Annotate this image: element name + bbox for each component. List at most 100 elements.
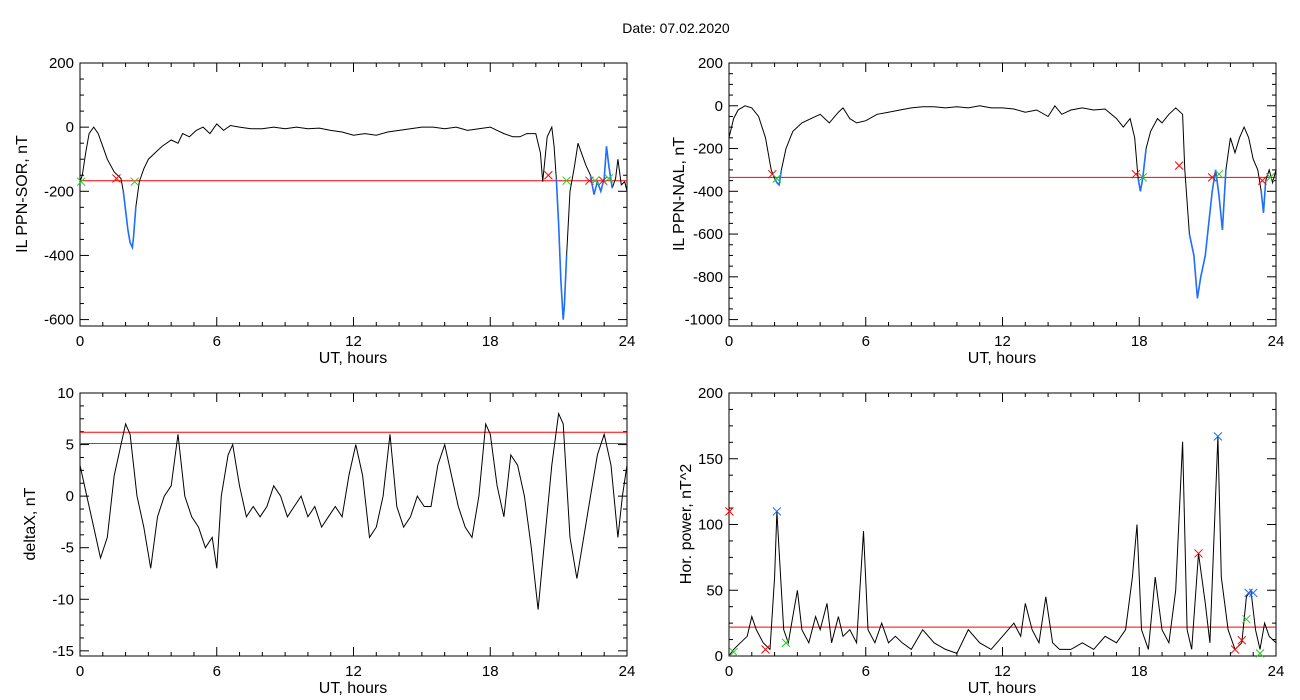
x-tick-label: 24 [619,333,636,350]
event-marker [1213,432,1223,441]
y-tick-label: 0 [66,119,74,136]
event-marker [772,506,782,516]
y-tick-label: 100 [698,517,723,534]
x-axis-label: UT, hours [968,680,1036,697]
highlight-segment [555,178,568,320]
event-marker [1138,173,1148,182]
marker-stroke [1255,649,1265,658]
axis-ticks: 0 6 12 18 24 0 50 100 150 200 [698,385,1284,680]
y-tick-label: 5 [66,437,74,454]
marker-stroke [562,176,571,186]
series-line [728,436,1277,657]
x-tick-label: 0 [725,333,733,350]
x-tick-label: 0 [76,333,84,350]
marker-stroke [1131,169,1141,179]
marker-layer [767,161,1275,185]
x-axis-label: UT, hours [319,350,387,367]
y-tick-label: 200 [49,55,74,72]
event-marker [725,506,734,516]
y-tick-label: -400 [44,247,74,264]
marker-layer [725,432,1265,658]
y-tick-label: 10 [57,385,74,402]
y-tick-label: -200 [44,183,74,200]
y-tick-label: 150 [698,451,723,468]
x-tick-label: 6 [213,663,221,680]
x-tick-label: 0 [76,663,84,680]
event-marker [544,170,553,180]
curve-layer [79,411,628,610]
marker-stroke [1194,549,1203,558]
marker-stroke [781,638,791,648]
marker-stroke [1237,635,1247,645]
marker-stroke [1174,161,1184,170]
y-axis-label: IL PPN-NAL, nT [671,137,688,251]
y-tick-label: -400 [693,183,723,200]
x-tick-label: 24 [1268,663,1285,680]
x-tick-label: 0 [725,663,733,680]
y-axis-label: deltaX, nT [22,487,39,560]
x-tick-label: 18 [1131,663,1148,680]
y-tick-label: 50 [706,582,723,599]
curve-layer [79,123,628,320]
panel-deltax: 0 6 12 18 24 -15 -10 -5 0 5 10 UT, hours deltaX, n… [22,385,635,697]
event-marker [76,177,86,187]
y-tick-label: -5 [61,540,74,557]
y-tick-label: -10 [52,591,74,608]
x-axis-label: UT, hours [968,350,1036,367]
marker-stroke [1207,173,1217,182]
marker-stroke [725,506,734,516]
marker-stroke [1242,614,1251,624]
marker-stroke [1248,588,1258,598]
threshold-layer [80,431,627,445]
series-line [728,104,1277,299]
highlight-segment [589,146,613,195]
marker-stroke [772,174,782,183]
y-tick-label: -15 [52,643,74,660]
x-axis-label: UT, hours [319,680,387,697]
event-marker [761,645,770,654]
marker-stroke [544,170,553,180]
y-axis-label: IL PPN-SOR, nT [14,135,31,253]
event-marker [1194,549,1203,558]
marker-stroke [1214,169,1224,179]
y-tick-label: -1000 [685,312,723,329]
y-tick-label: -800 [693,269,723,286]
event-marker [1257,176,1267,185]
panel-hor-power: 0 6 12 18 24 0 50 100 150 200 UT, hours Hor. powe… [678,385,1284,697]
event-marker [1131,169,1141,179]
marker-stroke [1138,173,1148,182]
y-tick-label: 200 [698,55,723,72]
x-tick-label: 12 [994,663,1011,680]
event-marker [1237,635,1247,645]
y-tick-label: 0 [66,488,74,505]
x-tick-label: 24 [619,663,636,680]
marker-stroke [76,177,86,187]
event-marker [1244,588,1254,598]
y-tick-label: -600 [693,226,723,243]
x-tick-label: 18 [482,333,499,350]
highlight-segment [1137,148,1147,192]
plot-frame [728,62,1277,327]
y-tick-label: 0 [715,648,723,665]
x-tick-label: 6 [213,333,221,350]
event-marker [598,176,608,186]
marker-stroke [1265,173,1275,182]
marker-stroke [1230,645,1240,654]
marker-stroke [598,176,608,186]
highlight-segment [773,169,783,187]
series-line [79,411,628,610]
x-tick-label: 12 [994,333,1011,350]
marker-stroke [130,177,140,187]
marker-stroke [1244,588,1254,598]
plot-frame [79,62,628,327]
panel-ppn-nal: 0 6 12 18 24 -1000 -800 -600 -400 -200 0 200 UT, ho… [671,55,1284,367]
x-tick-label: 18 [482,663,499,680]
event-marker [1207,173,1217,182]
x-tick-label: 6 [862,663,870,680]
event-marker [1230,645,1240,654]
marker-stroke [767,169,777,179]
series-line [79,123,628,320]
marker-stroke [112,174,121,183]
highlight-segment [122,191,137,251]
axis-ticks: 0 6 12 18 24 -600 -400 -200 0 200 [44,55,635,350]
